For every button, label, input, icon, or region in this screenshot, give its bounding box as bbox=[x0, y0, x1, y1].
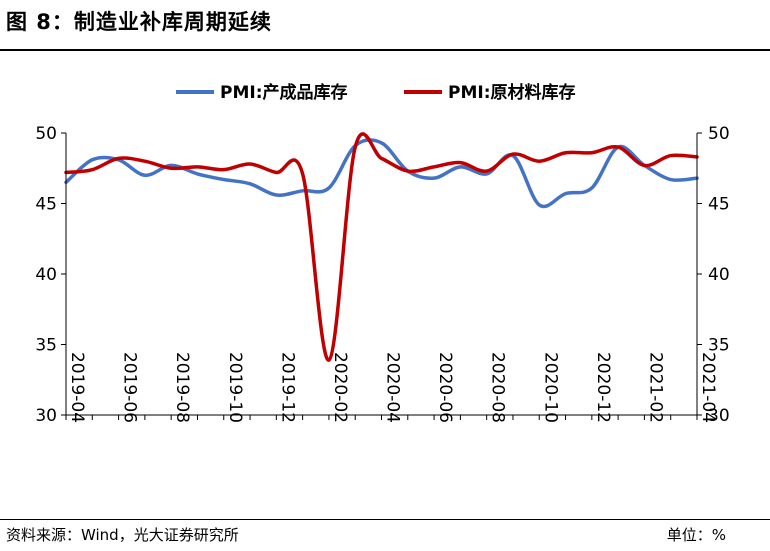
x-tick-label: 2020-06 bbox=[435, 352, 455, 423]
line-chart: 30 30 35 35 40 40 45 45 50 50 2019-04 2019-06 2019-0… bbox=[35, 82, 729, 426]
legend: PMI:产成品库存 PMI:原材料库存 bbox=[176, 82, 576, 103]
x-tick-label: 2020-04 bbox=[383, 352, 403, 423]
y-tick-label-left: 50 bbox=[35, 124, 57, 144]
x-tick-label: 2021-04 bbox=[698, 352, 718, 423]
legend-label-1: PMI:产成品库存 bbox=[220, 82, 348, 103]
x-tick-label: 2019-12 bbox=[277, 352, 297, 423]
x-tick-label: 2020-12 bbox=[593, 352, 613, 423]
y-tick-label-left: 35 bbox=[35, 336, 57, 356]
series-line-2 bbox=[64, 132, 699, 362]
y-tick-label-right: 35 bbox=[708, 336, 730, 356]
x-tick-label: 2020-02 bbox=[330, 352, 350, 423]
unit-note: 单位：% bbox=[666, 526, 726, 544]
figure-title: 图 8：制造业补库周期延续 bbox=[6, 10, 272, 34]
series-line-1 bbox=[64, 138, 699, 209]
x-tick-label: 2020-10 bbox=[540, 352, 560, 423]
top-rule bbox=[0, 49, 770, 51]
y-tick-label-left: 45 bbox=[35, 195, 57, 215]
legend-label-2: PMI:原材料库存 bbox=[448, 82, 576, 103]
source-note: 资料来源：Wind，光大证券研究所 bbox=[6, 526, 239, 544]
y-tick-label-left: 30 bbox=[35, 406, 57, 426]
y-tick-label-right: 50 bbox=[708, 124, 730, 144]
y-tick-label-right: 45 bbox=[708, 195, 730, 215]
x-tick-label: 2019-08 bbox=[172, 352, 192, 423]
bottom-rule bbox=[0, 519, 770, 520]
y-tick-label-right: 40 bbox=[708, 265, 730, 285]
x-tick-label: 2019-04 bbox=[67, 352, 87, 423]
x-tick-label: 2020-08 bbox=[488, 352, 508, 423]
series-group bbox=[64, 132, 699, 362]
x-tick-label: 2021-02 bbox=[645, 352, 665, 423]
y-tick-label-right: 30 bbox=[708, 406, 730, 426]
y-tick-label-left: 40 bbox=[35, 265, 57, 285]
x-tick-label: 2019-06 bbox=[120, 352, 140, 423]
x-tick-label: 2019-10 bbox=[225, 352, 245, 423]
axes: 30 30 35 35 40 40 45 45 50 50 2019-04 2019-06 2019-0… bbox=[35, 124, 729, 426]
